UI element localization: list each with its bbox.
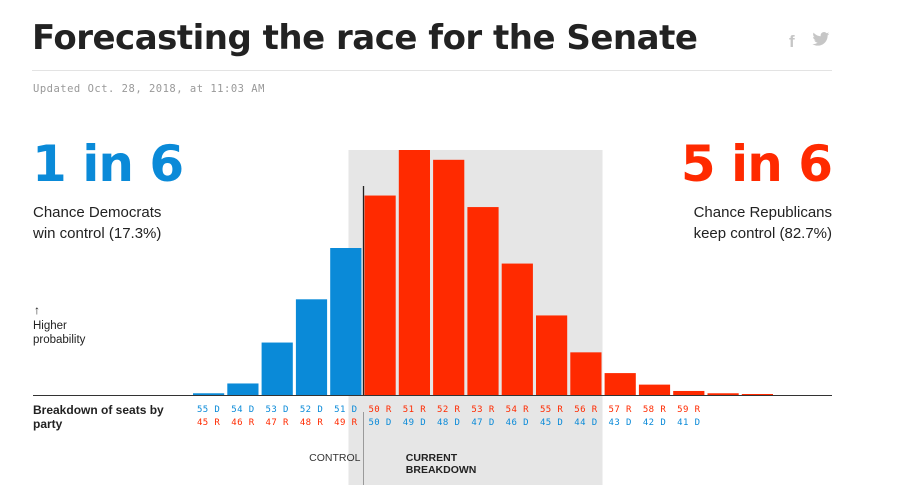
tick-label-bottom-5: 50 D xyxy=(368,418,391,428)
republican-odds: 5 in 6 xyxy=(680,135,833,193)
x-axis-label: Breakdown of seats by party xyxy=(33,403,183,431)
bar-14 xyxy=(673,390,705,395)
tick-label-top-4: 51 D xyxy=(334,405,357,415)
header-divider xyxy=(32,70,832,71)
tick-label-bottom-13: 42 D xyxy=(643,418,666,428)
bar-12 xyxy=(604,373,636,395)
tick-label-top-12: 57 R xyxy=(609,405,632,415)
tick-label-top-14: 59 R xyxy=(677,405,700,415)
tick-label-top-3: 52 D xyxy=(300,405,323,415)
tick-label-bottom-14: 41 D xyxy=(677,418,700,428)
updated-timestamp: Updated Oct. 28, 2018, at 11:03 AM xyxy=(33,83,265,95)
bar-9 xyxy=(501,263,533,395)
bar-10 xyxy=(536,315,568,395)
republican-label-line1: Chance Republicans xyxy=(693,204,832,221)
tick-label-bottom-8: 47 D xyxy=(471,418,494,428)
tick-label-top-10: 55 R xyxy=(540,405,563,415)
bar-11 xyxy=(570,352,602,395)
democrat-odds-label: Chance Democrats win control (17.3%) xyxy=(33,202,233,244)
democrat-odds: 1 in 6 xyxy=(32,135,184,193)
democrat-label-line1: Chance Democrats xyxy=(33,204,162,221)
tick-label-top-0: 55 D xyxy=(197,405,220,415)
bar-2 xyxy=(261,342,293,395)
bar-13 xyxy=(638,384,671,395)
tick-label-top-8: 53 R xyxy=(471,405,494,415)
bar-4 xyxy=(330,248,362,395)
tick-label-bottom-0: 45 R xyxy=(197,418,220,428)
bar-6 xyxy=(398,150,430,395)
tick-label-top-7: 52 R xyxy=(437,405,460,415)
tick-label-bottom-11: 44 D xyxy=(574,418,597,428)
bar-15 xyxy=(707,393,739,395)
page-title: Forecasting the race for the Senate xyxy=(32,18,698,58)
tick-label-bottom-10: 45 D xyxy=(540,418,563,428)
bar-7 xyxy=(433,159,465,395)
y-axis-label-line1: Higher xyxy=(33,320,67,332)
bar-0 xyxy=(193,393,225,395)
bar-16 xyxy=(741,394,773,395)
tick-label-bottom-9: 46 D xyxy=(506,418,529,428)
tick-label-top-9: 54 R xyxy=(506,405,529,415)
tick-label-top-11: 56 R xyxy=(574,405,597,415)
tick-label-bottom-3: 48 R xyxy=(300,418,323,428)
y-axis-label: Higher probability xyxy=(33,319,113,347)
tick-label-bottom-4: 49 R xyxy=(334,418,357,428)
control-marker-label: CONTROL xyxy=(309,452,360,464)
tick-label-top-13: 58 R xyxy=(643,405,666,415)
tick-label-bottom-12: 43 D xyxy=(609,418,632,428)
democrat-label-line2: win control (17.3%) xyxy=(33,225,162,242)
current-breakdown-label-line1: CURRENT xyxy=(406,452,458,464)
tick-label-top-1: 54 D xyxy=(231,405,254,415)
tick-label-top-2: 53 D xyxy=(266,405,289,415)
republican-odds-label: Chance Republicans keep control (82.7%) xyxy=(632,202,832,244)
tick-label-bottom-7: 48 D xyxy=(437,418,460,428)
bar-5 xyxy=(364,195,396,395)
facebook-icon[interactable]: f xyxy=(789,32,795,51)
tick-label-bottom-1: 46 R xyxy=(231,418,254,428)
tick-label-top-5: 50 R xyxy=(368,405,391,415)
x-axis-label-line1: Breakdown of seats by xyxy=(33,403,164,417)
twitter-icon[interactable] xyxy=(812,32,830,52)
tick-label-bottom-6: 49 D xyxy=(403,418,426,428)
bar-1 xyxy=(227,383,259,395)
bar-8 xyxy=(467,207,499,395)
up-arrow-icon: ↑ xyxy=(34,303,40,317)
tick-label-top-6: 51 R xyxy=(403,405,426,415)
current-breakdown-label-line2: BREAKDOWN xyxy=(406,464,477,476)
republican-label-line2: keep control (82.7%) xyxy=(693,225,832,242)
x-axis-label-line2: party xyxy=(33,417,63,431)
bar-3 xyxy=(295,299,328,395)
y-axis-label-line2: probability xyxy=(33,334,86,346)
tick-label-bottom-2: 47 R xyxy=(266,418,289,428)
